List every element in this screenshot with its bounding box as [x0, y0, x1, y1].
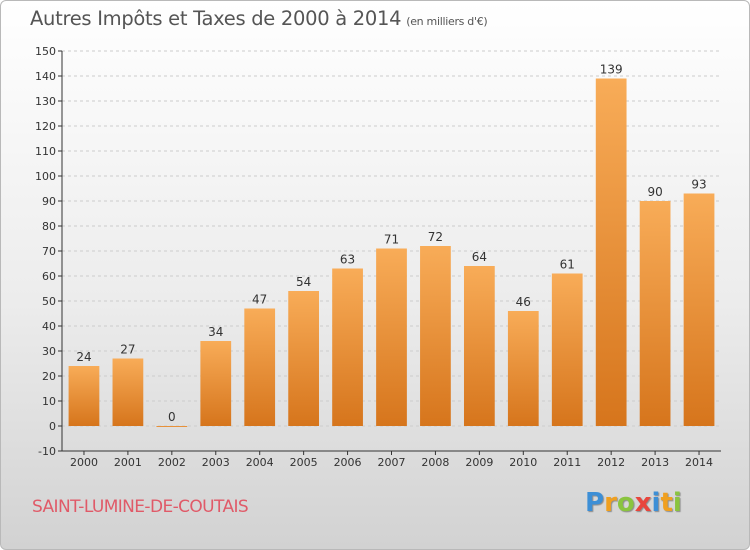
- bar-2009: [463, 266, 495, 426]
- chart-title: Autres Impôts et Taxes de 2000 à 2014 (en…: [30, 7, 488, 30]
- bar-2002: [156, 426, 188, 427]
- y-tick-label: 60: [42, 270, 56, 283]
- data-label-2000: 24: [76, 350, 91, 364]
- x-tick-label-2014: 2014: [685, 456, 713, 469]
- y-tick-label: 150: [35, 45, 56, 58]
- x-tick-label-2002: 2002: [158, 456, 186, 469]
- logo-letter: t: [660, 488, 673, 518]
- data-label-2001: 27: [120, 343, 135, 357]
- logo-letter: P: [585, 488, 605, 518]
- x-tick-label-2013: 2013: [641, 456, 669, 469]
- x-tick-label-2011: 2011: [553, 456, 581, 469]
- x-tick-label-2007: 2007: [378, 456, 406, 469]
- data-label-2012: 139: [600, 63, 623, 77]
- x-tick-label-2008: 2008: [421, 456, 449, 469]
- logo-letter: x: [634, 488, 652, 518]
- bar-2004: [244, 308, 276, 426]
- y-tick-label: 80: [42, 220, 56, 233]
- data-label-2006: 63: [340, 253, 355, 267]
- bar-2011: [551, 273, 583, 426]
- bar-2000: [68, 366, 100, 426]
- x-tick-label-2001: 2001: [114, 456, 142, 469]
- y-tick-label: 90: [42, 195, 56, 208]
- bar-2008: [420, 246, 451, 426]
- bar-2012: [595, 78, 627, 426]
- bar-2010: [507, 311, 539, 426]
- y-tick-label: -10: [38, 445, 56, 458]
- data-labels: 24 27 0 34 47 54 63 71 72 64 46 61 139 90 93: [76, 63, 706, 425]
- y-tick-label: 100: [35, 170, 56, 183]
- logo-letter: i: [672, 488, 682, 518]
- data-label-2004: 47: [252, 293, 267, 307]
- y-tick-label: 20: [42, 370, 56, 383]
- axes: -10 0 10 20 30 40 50 60 70 80 90 100 110 120 130 140 150…: [35, 45, 721, 469]
- x-tick-label-2012: 2012: [597, 456, 625, 469]
- y-tick-label: 140: [35, 70, 56, 83]
- bar-2013: [639, 201, 671, 426]
- data-label-2008: 72: [428, 230, 443, 244]
- bar-2014: [683, 193, 715, 426]
- data-label-2011: 61: [560, 258, 575, 272]
- proxiti-logo[interactable]: Proxiti: [585, 488, 682, 518]
- bar-2006: [332, 268, 363, 426]
- y-tick-label: 0: [49, 420, 56, 433]
- data-label-2007: 71: [384, 233, 399, 247]
- data-label-2005: 54: [296, 275, 311, 289]
- y-tick-label: 30: [42, 345, 56, 358]
- logo-letter: o: [616, 488, 635, 518]
- bar-2007: [376, 248, 407, 426]
- x-tick-label-2003: 2003: [202, 456, 230, 469]
- logo-letter: i: [651, 488, 661, 518]
- x-tick-label-2009: 2009: [465, 456, 493, 469]
- y-tick-label: 130: [35, 95, 56, 108]
- y-tick-label: 10: [42, 395, 56, 408]
- chart-subtitle: (en milliers d'€): [406, 15, 488, 28]
- commune-name: SAINT-LUMINE-DE-COUTAIS: [32, 497, 249, 517]
- bar-2001: [112, 358, 144, 426]
- data-label-2009: 64: [472, 250, 487, 264]
- chart-title-text: Autres Impôts et Taxes de 2000 à 2014: [30, 7, 402, 30]
- logo-letter: r: [604, 488, 617, 518]
- y-tick-label: 120: [35, 120, 56, 133]
- y-tick-label: 50: [42, 295, 56, 308]
- data-label-2013: 90: [647, 185, 662, 199]
- y-tick-label: 40: [42, 320, 56, 333]
- x-tick-label-2004: 2004: [246, 456, 274, 469]
- x-tick-label-2000: 2000: [70, 456, 98, 469]
- y-tick-label: 70: [42, 245, 56, 258]
- y-tick-label: 110: [35, 145, 56, 158]
- x-tick-label-2006: 2006: [334, 456, 362, 469]
- x-tick-label-2005: 2005: [290, 456, 318, 469]
- x-tick-label-2010: 2010: [509, 456, 537, 469]
- data-label-2003: 34: [208, 325, 223, 339]
- bar-2005: [288, 291, 320, 426]
- data-label-2002: 0: [168, 410, 176, 424]
- data-label-2014: 93: [691, 178, 706, 192]
- bar-2003: [200, 341, 232, 426]
- data-label-2010: 46: [516, 295, 531, 309]
- bars: [68, 78, 715, 427]
